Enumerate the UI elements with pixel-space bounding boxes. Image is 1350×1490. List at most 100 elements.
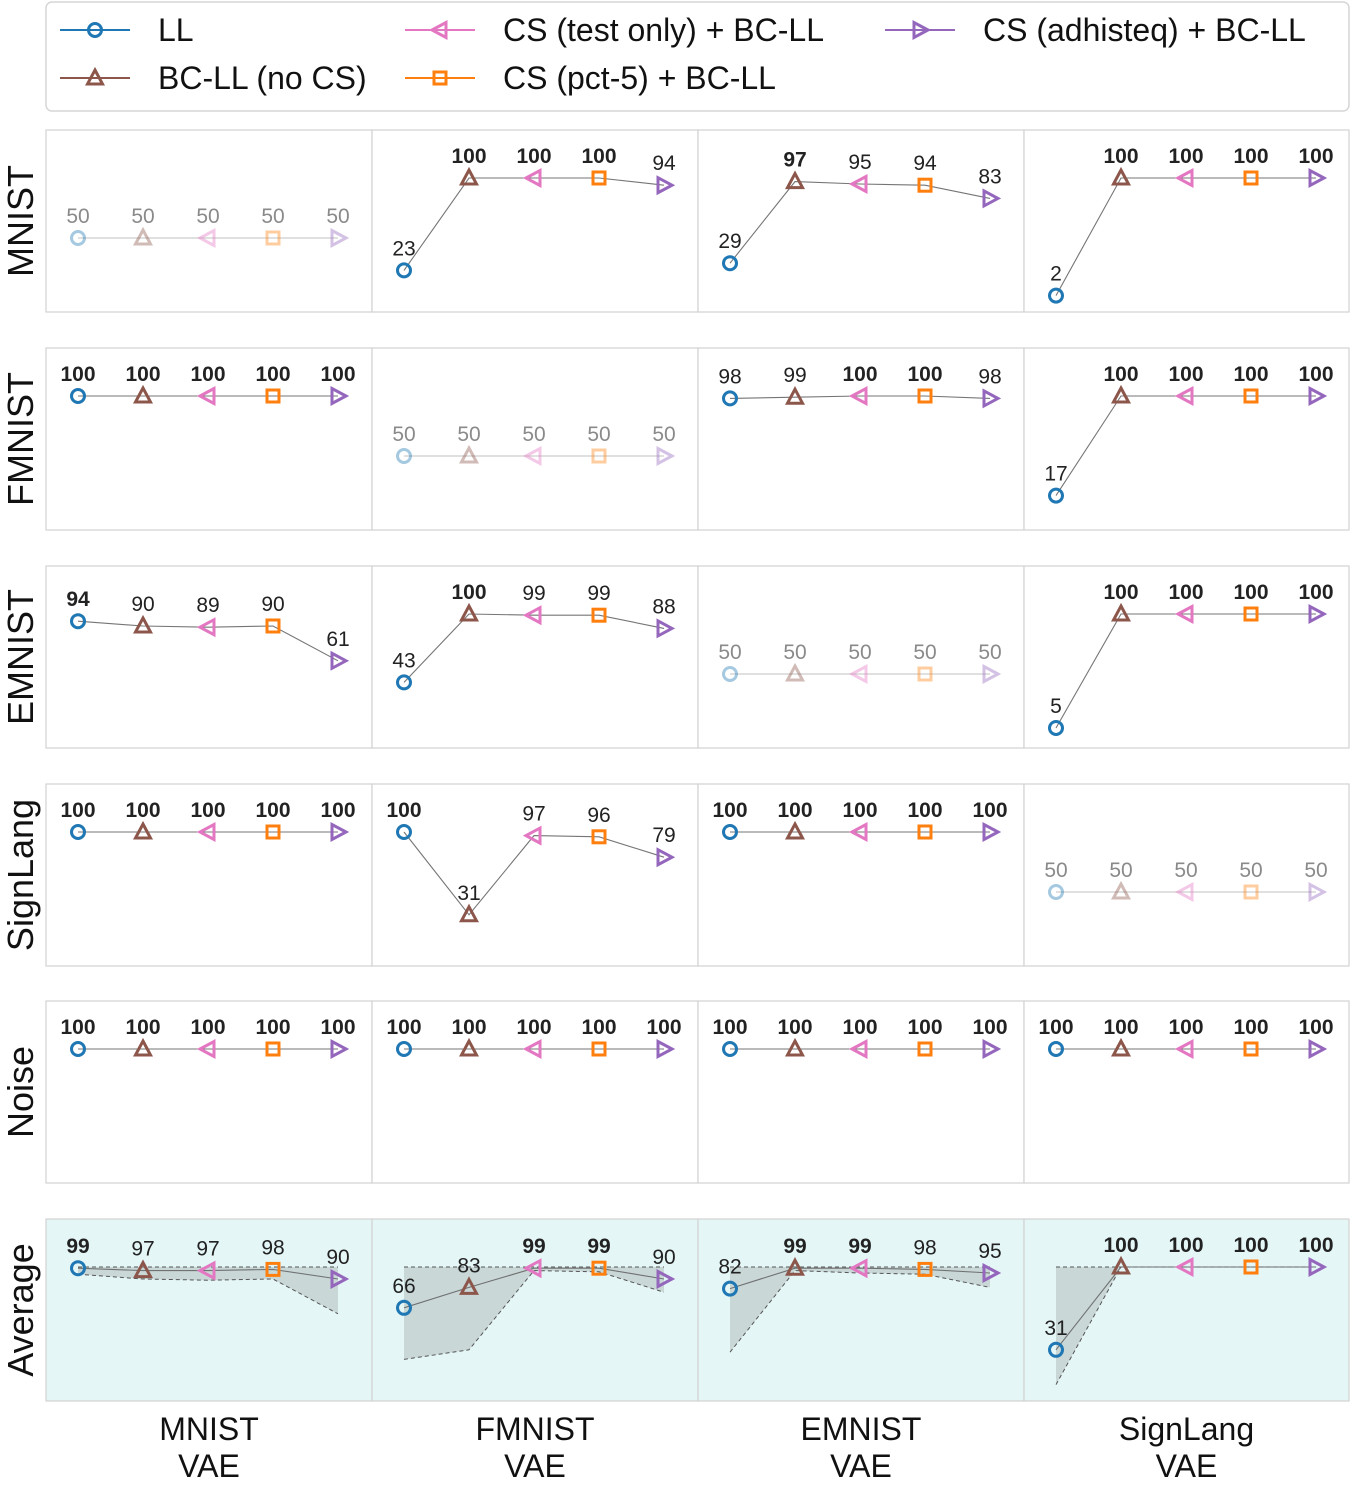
connector-line-0-3 [1055, 177, 1316, 296]
legend-label-ll: LL [158, 12, 194, 48]
point-cs_test-1-2 [848, 385, 868, 407]
point-bcll-4-0 [132, 1037, 154, 1057]
value-label-2-3-2: 100 [1168, 581, 1203, 604]
legend-entry-cs_pct5: CS (pct-5) + BC-LL [405, 60, 776, 96]
point-cs_pct5-2-3 [1243, 606, 1259, 622]
point-bcll-4-3 [1110, 1037, 1132, 1057]
value-label-4-3-2: 100 [1168, 1016, 1203, 1039]
value-label-1-2-2: 100 [842, 363, 877, 386]
panel-3-1 [371, 783, 699, 967]
value-label-1-1-1: 50 [457, 423, 480, 446]
point-bcll-0-1 [458, 166, 480, 186]
value-label-2-2-0: 50 [718, 641, 741, 664]
value-label-3-0-4: 100 [320, 799, 355, 822]
panel-3-0 [45, 783, 373, 967]
point-cs_adhisteq-5-3 [1308, 1256, 1328, 1278]
value-label-3-0-1: 100 [125, 799, 160, 822]
value-label-3-2-3: 100 [907, 799, 942, 822]
point-bcll-5-0 [132, 1259, 154, 1279]
point-cs_test-2-3 [1174, 603, 1194, 625]
point-cs_pct5-1-1 [591, 448, 607, 464]
point-ll-2-2 [722, 666, 738, 682]
legend-marker-cs_pct5 [432, 70, 448, 86]
value-label-5-3-0: 31 [1044, 1317, 1067, 1340]
connector-line-5-0 [77, 1267, 339, 1280]
panel-3-3 [1023, 783, 1350, 967]
value-label-0-3-3: 100 [1233, 145, 1268, 168]
point-cs_pct5-2-0 [265, 618, 281, 634]
point-cs_test-4-0 [196, 1038, 216, 1060]
connector-line-2-1 [403, 613, 665, 683]
value-label-2-0-3: 90 [261, 593, 284, 616]
value-label-4-1-1: 100 [451, 1016, 486, 1039]
point-cs_test-5-2 [848, 1258, 868, 1279]
value-label-1-2-1: 99 [783, 364, 806, 387]
cell-5-2: 82 99 99 98 95 [718, 1235, 1002, 1297]
point-ll-0-2 [722, 255, 738, 272]
panel-4-2 [697, 1000, 1025, 1184]
value-label-3-2-4: 100 [972, 799, 1007, 822]
value-label-4-3-3: 100 [1233, 1016, 1268, 1039]
value-label-2-3-1: 100 [1103, 581, 1138, 604]
point-bcll-5-2 [784, 1257, 806, 1276]
point-cs_pct5-5-0 [265, 1261, 281, 1277]
value-label-4-3-0: 100 [1038, 1016, 1073, 1039]
cell-2-2: 50 50 50 50 50 [718, 641, 1002, 685]
value-label-5-1-4: 90 [652, 1246, 675, 1269]
legend: LL BC-LL (no CS) CS (test only) + BC-LL CS … [45, 1, 1350, 112]
point-cs_test-0-1 [522, 167, 542, 189]
value-label-3-1-3: 96 [587, 804, 610, 827]
point-cs_pct5-0-2 [917, 177, 933, 193]
point-cs_pct5-3-3 [1243, 884, 1259, 900]
value-label-1-3-1: 100 [1103, 363, 1138, 386]
point-ll-5-1 [396, 1299, 412, 1316]
point-ll-2-0 [70, 613, 86, 630]
point-bcll-1-2 [784, 386, 806, 405]
value-label-2-1-4: 88 [652, 595, 675, 618]
row-label-4: Noise [0, 1046, 41, 1138]
cell-5-1: 66 83 99 99 90 [392, 1235, 676, 1316]
row-labels: MNIST FMNIST EMNIST SignLang Noise Average [0, 165, 41, 1377]
point-ll-4-3 [1048, 1041, 1064, 1057]
point-cs_pct5-4-3 [1243, 1041, 1259, 1057]
column-label-2: EMNIST VAE [801, 1411, 922, 1484]
value-label-3-3-3: 50 [1239, 859, 1262, 882]
point-bcll-0-0 [132, 226, 154, 246]
value-label-2-3-3: 100 [1233, 581, 1268, 604]
point-cs_test-3-2 [848, 821, 868, 843]
cell-1-1: 50 50 50 50 50 [392, 423, 676, 467]
point-cs_adhisteq-5-2 [982, 1262, 1002, 1284]
legend-marker-cs_test [428, 19, 448, 41]
point-cs_adhisteq-1-0 [330, 385, 350, 407]
point-ll-5-2 [722, 1280, 738, 1297]
point-cs_adhisteq-1-2 [982, 388, 1002, 409]
point-ll-1-3 [1048, 487, 1064, 504]
point-cs_pct5-4-1 [591, 1041, 607, 1057]
point-cs_adhisteq-0-3 [1308, 167, 1328, 189]
value-label-0-0-0: 50 [66, 205, 89, 228]
average-range-lower-1 [403, 1270, 665, 1360]
connector-line-5-3 [1055, 1266, 1316, 1351]
point-ll-1-2 [722, 390, 738, 407]
cell-3-3: 50 50 50 50 50 [1044, 859, 1328, 903]
value-label-5-0-3: 98 [261, 1236, 284, 1259]
average-range-band-1 [404, 1267, 664, 1360]
value-label-1-3-4: 100 [1298, 363, 1333, 386]
cell-5-3: 31 100 100 100 100 [1044, 1234, 1334, 1358]
point-cs_pct5-3-1 [591, 829, 607, 845]
value-label-4-1-0: 100 [386, 1016, 421, 1039]
panel-5-0 [45, 1218, 373, 1402]
value-label-2-2-4: 50 [978, 641, 1001, 664]
point-cs_adhisteq-1-1 [656, 445, 676, 467]
legend-entry-cs_adhisteq: CS (adhisteq) + BC-LL [885, 12, 1306, 48]
value-label-4-0-2: 100 [190, 1016, 225, 1039]
value-label-4-3-4: 100 [1298, 1016, 1333, 1039]
value-label-0-0-1: 50 [131, 205, 154, 228]
value-label-4-2-1: 100 [777, 1016, 812, 1039]
value-label-4-1-2: 100 [516, 1016, 551, 1039]
value-label-3-2-2: 100 [842, 799, 877, 822]
average-range-band-2 [730, 1267, 990, 1353]
value-label-0-2-0: 29 [718, 230, 741, 253]
point-ll-5-0 [70, 1260, 86, 1277]
